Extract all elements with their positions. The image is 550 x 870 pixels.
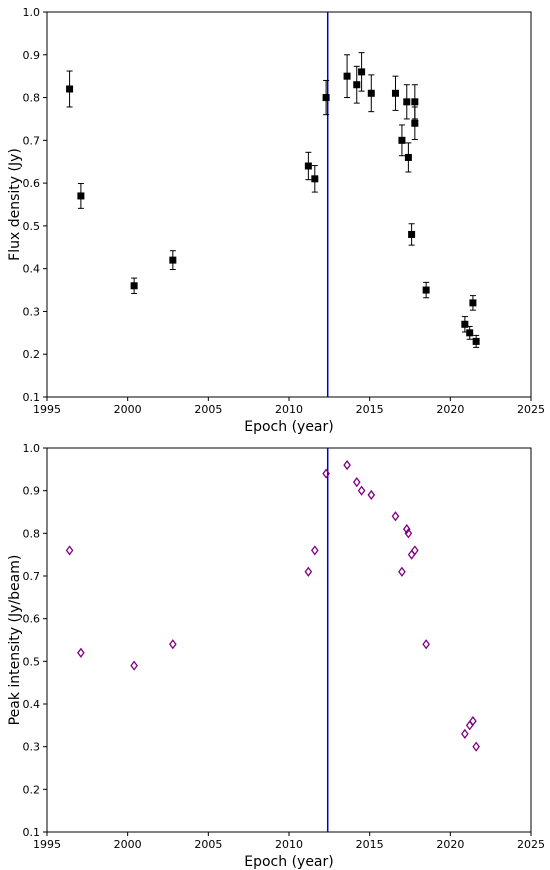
data-point <box>353 81 361 89</box>
data-point <box>404 528 413 539</box>
data-point <box>461 728 469 739</box>
x-tick-label: 2020 <box>436 403 464 416</box>
data-point <box>343 72 351 80</box>
data-point <box>169 639 177 650</box>
plot-frame <box>46 11 532 398</box>
data-point <box>311 175 319 183</box>
x-tick-label: 2010 <box>275 838 303 851</box>
x-tick-label: 2015 <box>356 838 384 851</box>
data-point <box>169 256 177 264</box>
data-point <box>472 741 480 752</box>
data-point <box>77 192 85 200</box>
x-tick-label: 2025 <box>517 838 545 851</box>
data-point <box>402 523 411 535</box>
data-point <box>411 545 419 556</box>
x-tick-label: 2020 <box>436 838 464 851</box>
data-point <box>411 119 419 127</box>
y-tick-label: 0.1 <box>23 391 41 404</box>
data-point <box>357 485 366 496</box>
data-point <box>304 162 312 170</box>
y-tick-label: 0.5 <box>23 220 41 233</box>
data-point <box>77 647 85 658</box>
y-tick-label: 0.6 <box>23 613 41 626</box>
data-point <box>343 459 351 471</box>
y-tick-label: 1.0 <box>23 6 41 19</box>
y-axis-label: Peak intensity (Jy/beam) <box>7 555 23 726</box>
data-point <box>352 477 361 488</box>
y-tick-label: 0.1 <box>23 826 41 839</box>
data-point <box>65 545 74 556</box>
x-tick-label: 2000 <box>114 403 142 416</box>
data-point <box>391 89 399 97</box>
data-point <box>130 660 138 671</box>
y-tick-label: 0.4 <box>23 698 41 711</box>
data-point <box>304 566 313 577</box>
data-point <box>422 639 430 650</box>
data-point <box>367 89 375 97</box>
y-tick-label: 0.7 <box>23 134 41 147</box>
x-tick-label: 2005 <box>194 403 222 416</box>
data-point <box>469 299 477 307</box>
y-tick-label: 0.8 <box>23 92 41 105</box>
data-point <box>311 545 319 556</box>
y-tick-label: 0.5 <box>23 655 41 668</box>
x-tick-label: 2015 <box>356 403 384 416</box>
y-tick-label: 0.8 <box>23 527 41 540</box>
x-axis-label: Epoch (year) <box>244 854 333 870</box>
x-tick-label: 2005 <box>194 838 222 851</box>
y-tick-label: 0.4 <box>23 263 41 276</box>
y-tick-label: 1.0 <box>23 442 41 455</box>
chart-panel-1: 1995 2000 2005 2010 2015 2020 2025 0.1 0.2 0.3 0.4… <box>7 6 545 435</box>
data-point <box>367 489 376 501</box>
x-tick-label: 2025 <box>517 403 545 416</box>
y-tick-label: 0.2 <box>23 783 41 796</box>
data-point <box>422 286 430 294</box>
data-point <box>469 715 477 727</box>
x-tick-label: 1995 <box>33 838 61 851</box>
x-tick-label: 2010 <box>275 403 303 416</box>
data-point <box>404 153 412 161</box>
y-tick-label: 0.2 <box>23 348 41 361</box>
data-point <box>391 511 400 522</box>
data-point <box>66 85 74 93</box>
y-tick-label: 0.3 <box>23 305 41 318</box>
x-tick-label: 2000 <box>114 838 142 851</box>
data-point <box>403 98 411 106</box>
data-point <box>411 98 419 106</box>
y-axis-label: Flux density (Jy) <box>7 148 23 261</box>
y-tick-label: 0.6 <box>23 177 41 190</box>
plot-frame <box>46 447 532 833</box>
data-point <box>130 282 138 290</box>
data-point <box>461 320 469 328</box>
y-tick-label: 0.9 <box>23 49 41 62</box>
data-point <box>408 230 416 238</box>
data-point <box>472 337 480 345</box>
x-axis-label: Epoch (year) <box>244 419 333 435</box>
data-point <box>398 136 406 144</box>
chart-panel-2: 1995 2000 2005 2010 2015 2020 2025 0.1 0.2 0.3 0.4… <box>7 442 545 870</box>
y-tick-label: 0.9 <box>23 485 41 498</box>
data-point <box>322 468 330 479</box>
y-tick-label: 0.3 <box>23 741 41 754</box>
data-point <box>466 329 474 337</box>
data-point <box>358 68 366 76</box>
data-point <box>322 94 330 102</box>
data-point <box>398 566 406 577</box>
y-tick-label: 0.7 <box>23 570 41 583</box>
x-tick-label: 1995 <box>33 403 61 416</box>
